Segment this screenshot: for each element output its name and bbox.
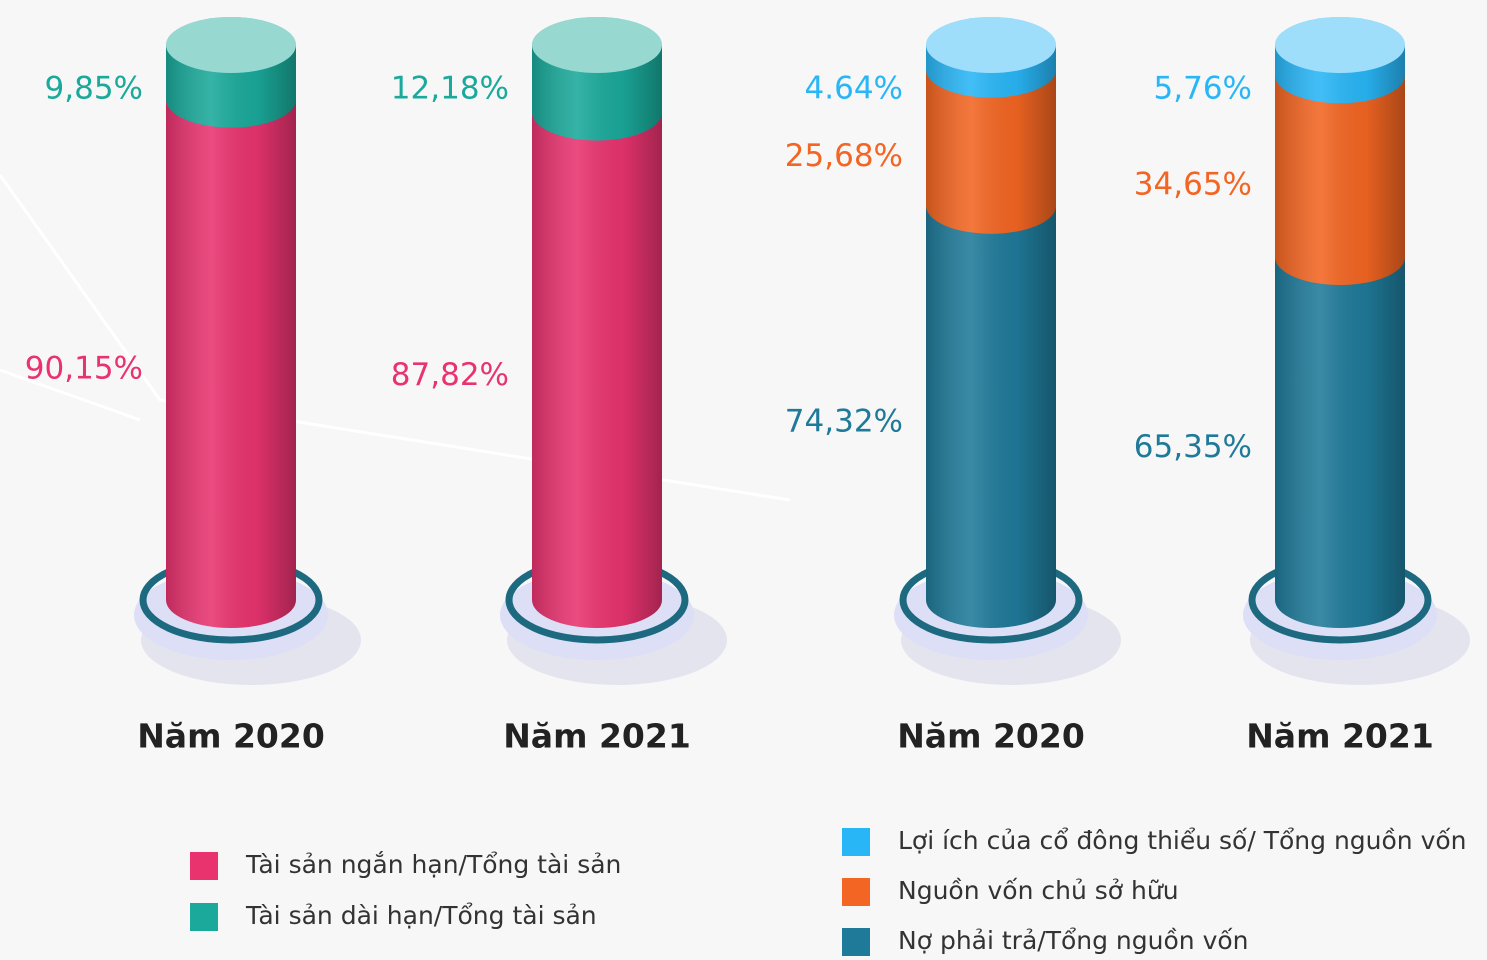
segment-shade <box>532 112 662 628</box>
value-label: 90,15% <box>25 350 143 386</box>
segment-shade <box>926 205 1056 629</box>
legend-label: Nợ phải trả/Tổng nguồn vốn <box>898 926 1249 955</box>
value-label: 9,85% <box>45 71 143 107</box>
cylinder-top-highlight <box>926 17 1056 73</box>
value-label: 4.64% <box>805 71 903 107</box>
value-label: 5,76% <box>1154 71 1252 107</box>
value-label: 87,82% <box>391 357 509 393</box>
legend-label: Lợi ích của cổ đông thiểu số/ Tổng nguồn… <box>898 826 1467 855</box>
value-label: 65,35% <box>1134 429 1252 465</box>
value-label: 25,68% <box>785 138 903 174</box>
x-tick-label: Năm 2020 <box>897 717 1085 756</box>
legend-swatch <box>842 828 870 856</box>
x-tick-label: Năm 2021 <box>503 717 691 756</box>
legend-swatch <box>842 878 870 906</box>
x-tick-label: Năm 2021 <box>1246 717 1434 756</box>
legend-swatch <box>842 928 870 956</box>
value-label: 34,65% <box>1134 167 1252 203</box>
cylinder-top-highlight <box>532 17 662 73</box>
legend-label: Tài sản dài hạn/Tổng tài sản <box>245 901 597 930</box>
x-tick-label: Năm 2020 <box>137 717 325 756</box>
cylinder-top-highlight <box>1275 17 1405 73</box>
segment-shade <box>166 99 296 629</box>
cylinder-top-highlight <box>166 17 296 73</box>
segment-shade <box>1275 75 1405 286</box>
segment-shade <box>1275 257 1405 628</box>
legend-label: Tài sản ngắn hạn/Tổng tài sản <box>245 850 621 879</box>
legend-label: Nguồn vốn chủ sở hữu <box>898 876 1179 905</box>
legend-swatch <box>190 852 218 880</box>
segment-shade <box>926 69 1056 234</box>
value-label: 74,32% <box>785 403 903 439</box>
legend-swatch <box>190 903 218 931</box>
value-label: 12,18% <box>391 71 509 107</box>
